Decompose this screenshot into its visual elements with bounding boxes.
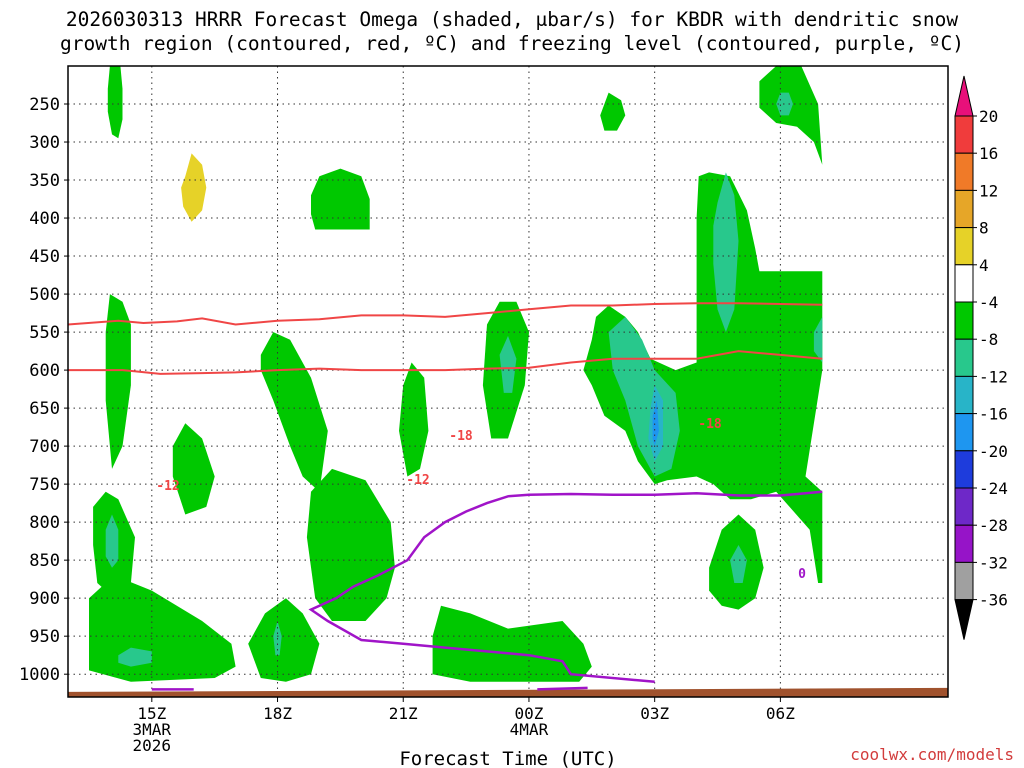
dgz-contour--12 [68, 350, 823, 375]
colorbar-label-12: -32 [979, 553, 1008, 572]
colorbar-label-13: -36 [979, 591, 1008, 610]
colorbar-bin-1 [954, 152, 974, 191]
omega-region-4 [759, 66, 823, 165]
y-tick-label-300: 300 [29, 133, 60, 153]
x-axis-label: Forecast Time (UTC) [399, 748, 616, 768]
omega-region-14 [105, 294, 131, 469]
y-tick-label-400: 400 [29, 209, 60, 229]
colorbar-label-11: -28 [979, 516, 1008, 535]
omega-region-16 [105, 514, 119, 568]
plot-frame [67, 65, 949, 698]
colorbar-bin-0 [954, 115, 974, 154]
omega-region-2 [311, 168, 370, 230]
x-tick-label-06Z-0: 06Z [766, 704, 795, 723]
x-tick-label-18Z-0: 18Z [263, 704, 292, 723]
omega-region-5 [776, 92, 793, 116]
colorbar-bin-8 [954, 413, 974, 452]
omega-region-24 [118, 647, 152, 667]
y-tick-label-600: 600 [29, 361, 60, 381]
ground-strip [68, 687, 948, 697]
freezing-level-line-0 [308, 490, 823, 684]
y-tick-label-500: 500 [29, 285, 60, 305]
y-tick-label-950: 950 [29, 627, 60, 647]
colorbar-label-5: -4 [979, 293, 998, 312]
colorbar-bin-10 [954, 487, 974, 526]
x-tick-label-15Z-0: 15Z [137, 704, 166, 723]
x-tick-label-00Z-0: 00Z [514, 704, 543, 723]
omega-region-25 [248, 598, 320, 682]
omega-region-27 [432, 605, 592, 682]
omega-region-7 [713, 172, 739, 333]
omega-region-22 [306, 468, 395, 621]
y-tick-label-650: 650 [29, 399, 60, 419]
x-tick-label-15Z-2: 2026 [133, 736, 172, 755]
colorbar-label-2: 12 [979, 181, 998, 200]
colorbar-bin-5 [954, 301, 974, 340]
colorbar-bin-11 [954, 524, 974, 563]
y-tick-label-350: 350 [29, 171, 60, 191]
plot-area: -18 -18 -12 -12 0 [68, 66, 948, 697]
y-tick-label-900: 900 [29, 589, 60, 609]
dgz-label-12b: -12 [406, 473, 429, 488]
colorbar-bin-9 [954, 450, 974, 489]
y-tick-label-1000: 1000 [19, 665, 60, 685]
omega-region-0 [107, 66, 123, 139]
colorbar-bin-4 [954, 264, 974, 303]
y-tick-label-450: 450 [29, 247, 60, 267]
colorbar-bin-2 [954, 189, 974, 229]
freezing-level-label: 0 [798, 567, 806, 582]
title-line-1: 2026030313 HRRR Forecast Omega (shaded, … [65, 8, 959, 31]
colorbar-bottom-triangle [954, 599, 974, 640]
dgz-label-18b: -18 [698, 417, 722, 432]
colorbar-bin-6 [954, 338, 974, 377]
y-tick-label-850: 850 [29, 551, 60, 571]
colorbar-label-0: 20 [979, 107, 998, 126]
omega-region-1 [181, 153, 207, 222]
colorbar-label-6: -8 [979, 330, 998, 349]
omega-region-8 [813, 316, 823, 363]
freezing-level-line-2 [537, 686, 588, 691]
colorbar-label-3: 8 [979, 219, 989, 238]
title-line-2: growth region (contoured, red, ºC) and f… [60, 32, 964, 55]
dgz-label-12a: -12 [156, 479, 179, 494]
y-tick-label-750: 750 [29, 475, 60, 495]
colorbar-bin-7 [954, 375, 974, 415]
credit-text: coolwx.com/models [850, 745, 1014, 764]
colorbar-label-8: -16 [979, 405, 1008, 424]
x-tick-label-03Z-0: 03Z [640, 704, 669, 723]
omega-region-6 [583, 172, 823, 583]
x-tick-label-21Z-0: 21Z [389, 704, 418, 723]
colorbar-label-9: -20 [979, 442, 1008, 461]
colorbar-label-4: 4 [979, 256, 989, 275]
y-tick-label-800: 800 [29, 513, 60, 533]
colorbar-label-1: 16 [979, 144, 998, 163]
colorbar-label-7: -12 [979, 367, 1008, 386]
y-tick-label-700: 700 [29, 437, 60, 457]
colorbar-label-10: -24 [979, 479, 1008, 498]
omega-region-3 [600, 92, 626, 131]
omega-region-19 [399, 362, 429, 477]
omega-region-13 [730, 545, 747, 583]
chart-title: 2026030313 HRRR Forecast Omega (shaded, … [0, 8, 1024, 56]
dgz-label-18a: -18 [449, 429, 473, 444]
omega-region-21 [499, 335, 517, 393]
omega-region-17 [172, 423, 215, 515]
colorbar-bin-3 [954, 227, 974, 266]
dgz-contour--18 [68, 302, 823, 326]
y-tick-label-250: 250 [29, 95, 60, 115]
x-tick-label-15Z-1: 3MAR [133, 720, 172, 739]
y-tick-label-550: 550 [29, 323, 60, 343]
x-tick-label-00Z-1: 4MAR [510, 720, 549, 739]
omega-region-18 [260, 332, 328, 492]
colorbar-bin-12 [954, 561, 974, 601]
colorbar-top-triangle [954, 75, 974, 117]
